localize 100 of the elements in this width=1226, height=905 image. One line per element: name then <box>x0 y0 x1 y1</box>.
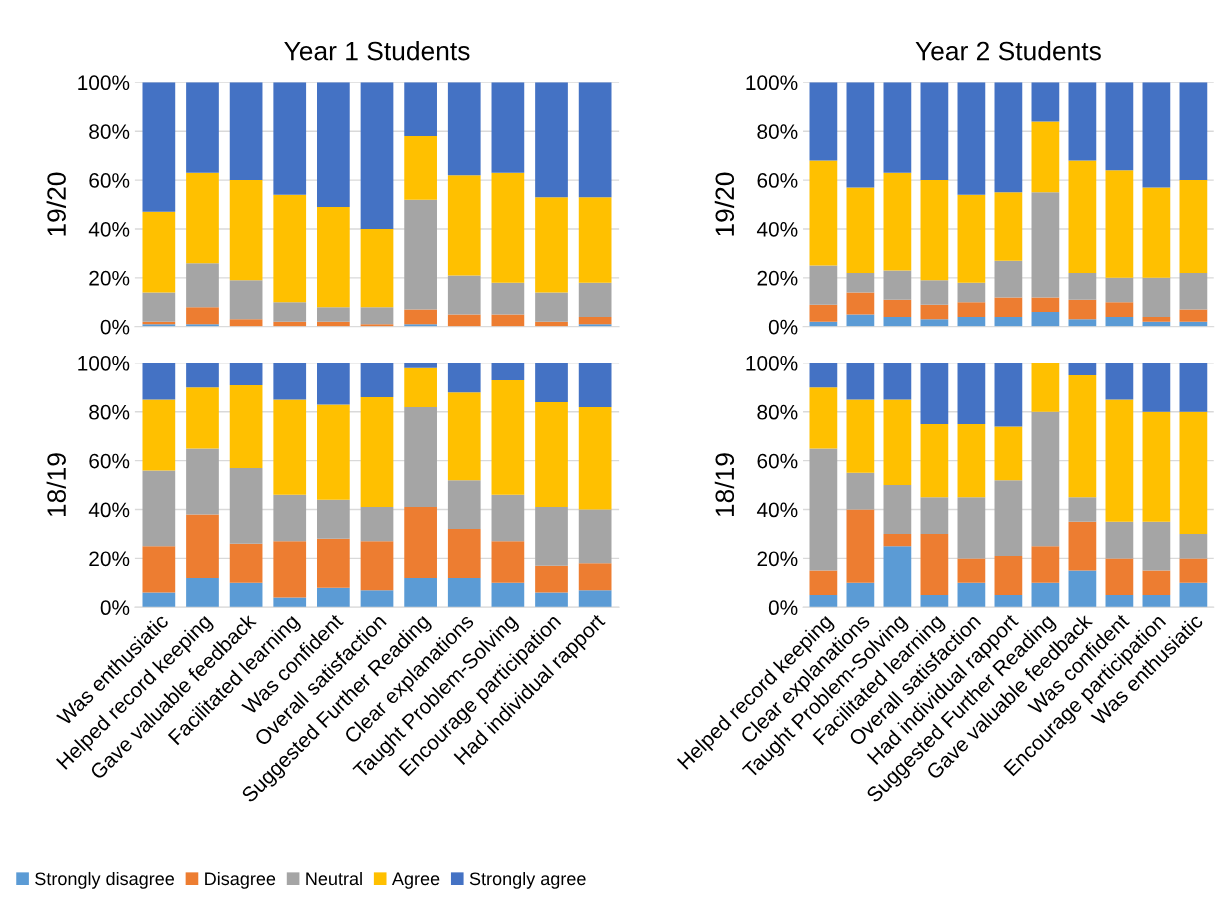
bar <box>404 577 437 608</box>
bar <box>883 485 912 534</box>
bar <box>846 509 875 583</box>
bar <box>447 480 481 530</box>
bar <box>883 270 912 300</box>
bar <box>920 304 949 320</box>
bar <box>1142 570 1171 596</box>
bar <box>1031 546 1060 583</box>
bar <box>578 362 612 407</box>
bar <box>846 272 875 293</box>
bar <box>229 180 263 281</box>
bar <box>1068 497 1097 522</box>
y-axis-title: 18/19 <box>46 453 66 517</box>
bar <box>994 260 1023 298</box>
bar <box>317 587 350 608</box>
bar <box>809 570 838 596</box>
y-tick-label: 60% <box>757 173 798 188</box>
bar <box>317 307 350 322</box>
y-tick-label: 40% <box>756 502 798 518</box>
bar <box>846 187 875 273</box>
bar <box>360 397 394 508</box>
y-tick-label: 20% <box>757 270 798 286</box>
y-tick-label: 80% <box>89 404 130 420</box>
bar <box>578 82 612 198</box>
bar <box>273 302 307 322</box>
bar <box>920 497 949 534</box>
bar <box>186 172 219 264</box>
bar <box>491 282 525 315</box>
bar <box>809 387 838 449</box>
bar <box>1142 362 1171 412</box>
bar <box>1142 316 1171 322</box>
bar <box>360 590 394 608</box>
y-tick-label: 80% <box>89 124 130 139</box>
bar <box>1105 82 1134 171</box>
bar <box>186 514 219 578</box>
y-tick-label: 60% <box>89 453 130 469</box>
bar <box>920 180 949 281</box>
bar <box>142 82 176 212</box>
bar <box>920 595 949 608</box>
bar <box>957 582 986 608</box>
bar <box>317 404 350 500</box>
bar <box>1031 82 1060 122</box>
bar <box>920 280 949 305</box>
bar <box>1105 362 1134 400</box>
bar <box>229 280 263 320</box>
bar <box>1105 316 1134 327</box>
bar <box>186 577 219 608</box>
bar <box>273 541 307 598</box>
bar <box>578 282 612 317</box>
bar <box>957 302 986 317</box>
bar <box>535 362 568 402</box>
bar <box>1179 411 1208 534</box>
bar <box>1105 277 1134 303</box>
chart-title: Year 2 Students <box>915 41 1101 61</box>
legend-label: Strongly agree <box>469 871 586 889</box>
bar <box>491 362 525 381</box>
bar <box>809 82 838 161</box>
bar <box>809 362 838 388</box>
bar <box>229 362 263 385</box>
bar <box>883 362 912 400</box>
bar <box>404 406 437 508</box>
bar <box>535 402 568 508</box>
bar <box>142 362 176 400</box>
bar <box>404 507 437 578</box>
bar <box>404 136 437 200</box>
bar <box>1068 362 1097 376</box>
bar <box>809 304 838 322</box>
bar <box>1031 411 1060 547</box>
y-tick-label: 40% <box>88 221 130 237</box>
bar <box>846 82 875 188</box>
y-tick-label: 100% <box>746 75 798 91</box>
y-tick-label: 0% <box>768 600 798 616</box>
bar <box>360 507 394 542</box>
bar <box>846 292 875 315</box>
bar <box>317 538 350 588</box>
y-tick-label: 20% <box>757 551 798 567</box>
bar <box>186 362 219 388</box>
bar <box>1068 272 1097 300</box>
bar <box>809 160 838 266</box>
bar <box>404 362 437 368</box>
bar <box>957 194 986 283</box>
bar <box>491 494 525 542</box>
bar <box>1068 299 1097 320</box>
bar <box>883 299 912 317</box>
bar <box>957 82 986 195</box>
y-tick-label: 100% <box>78 355 130 371</box>
bar <box>957 316 986 327</box>
y-axis-title: 18/19 <box>714 453 735 517</box>
bar <box>1142 187 1171 278</box>
y-tick-label: 20% <box>89 270 130 286</box>
bar <box>317 82 350 207</box>
bar <box>491 541 525 583</box>
bar <box>229 319 263 327</box>
bar <box>957 282 986 303</box>
bar <box>1068 521 1097 571</box>
bar <box>447 577 481 608</box>
bar <box>273 494 307 542</box>
y-tick-label: 0% <box>768 319 798 335</box>
legend-label: Agree <box>391 872 440 889</box>
chart-title: Year 1 Students <box>284 41 470 61</box>
